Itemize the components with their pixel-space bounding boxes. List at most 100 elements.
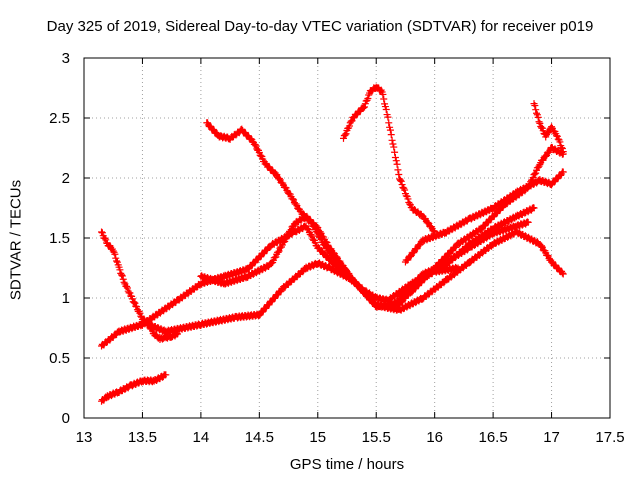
data-point [316,228,324,236]
y-tick-label: 1 [62,290,70,307]
data-point [162,371,170,379]
data-point [376,87,384,95]
data-point [120,278,128,286]
data-point [123,283,131,291]
data-point [406,253,414,260]
data-point [350,114,358,122]
data-point [533,109,541,117]
tick-labels: 13 13.5 14 14.5 15 15.5 16 16.5 17 17.5 0 0.5 1 1.5 2 2… [49,50,624,446]
data-point [309,219,317,227]
data-point [524,218,532,226]
data-point [536,119,544,127]
data-point [530,171,538,179]
data-point [558,145,566,153]
x-axis-label: GPS time / hours [289,456,405,473]
data-point [417,279,425,287]
data-point [544,129,552,137]
data-point [283,233,291,241]
x-tick-label: 16 [426,429,443,446]
data-point [253,145,261,153]
data-point [416,241,424,249]
data-point [267,298,275,306]
data-point [136,309,144,317]
data-point [400,184,408,192]
data-point [342,265,350,273]
x-tick-label: 15.5 [362,429,391,446]
data-point [101,234,109,242]
data-point [380,95,388,103]
data-point [123,284,131,292]
series-track-a [98,371,170,405]
x-tick-label: 15 [309,429,326,446]
data-point [382,106,390,114]
data-point [392,157,400,165]
data-point [292,200,300,208]
data-point [119,275,127,283]
data-point [395,171,403,179]
x-tick-label: 16.5 [479,429,508,446]
data-point [342,130,350,138]
x-tick-label: 17 [543,429,560,446]
data-point [206,122,214,130]
data-point [530,204,538,212]
data-point [361,289,369,297]
data-point [535,162,543,170]
data-point [391,154,399,162]
data-point [308,232,316,240]
data-point [386,126,394,134]
data-point [118,271,126,279]
data-point [271,294,279,302]
data-point [531,170,539,178]
data-point [251,141,259,149]
chart-title: Day 325 of 2019, Sidereal Day-to-day VTE… [46,18,594,35]
data-point [385,119,393,127]
data-point [130,298,138,306]
data-point [379,90,387,98]
data-point [289,195,297,203]
data-point [352,279,360,287]
data-point [409,280,417,288]
data-point [542,152,550,160]
data-point [404,195,412,203]
data-point [384,113,392,121]
data-point [393,160,401,168]
data-point [381,103,389,111]
data-point [558,144,566,152]
y-tick-label: 1.5 [49,230,70,247]
data-point [275,174,283,182]
data-point [553,175,561,183]
data-point [424,218,432,226]
data-point [402,192,410,200]
data-point [556,138,564,146]
data-point [133,303,141,311]
data-points [98,83,567,405]
data-point [256,151,264,159]
data-point [131,299,139,307]
data-point [388,136,396,144]
data-point [238,125,246,133]
data-point [209,126,217,134]
data-point [252,142,260,150]
data-point [387,131,395,139]
data-point [537,123,545,131]
data-point [129,298,137,306]
data-point [477,226,485,234]
plot-frame [83,57,611,419]
series-track-k [530,100,567,156]
y-tick-label: 3 [62,50,70,67]
axes [83,57,611,419]
data-point [548,123,556,131]
data-point [554,264,562,272]
y-axis-label: SDTVAR / TECUs [7,179,25,301]
series-track-b [98,228,182,343]
data-point [397,177,405,185]
data-point [341,131,349,139]
data-point [309,235,317,243]
data-point [359,104,367,112]
data-point [364,95,372,103]
x-tick-label: 13.5 [128,429,157,446]
data-point [401,186,409,194]
data-point [268,166,276,174]
data-point [116,266,124,274]
